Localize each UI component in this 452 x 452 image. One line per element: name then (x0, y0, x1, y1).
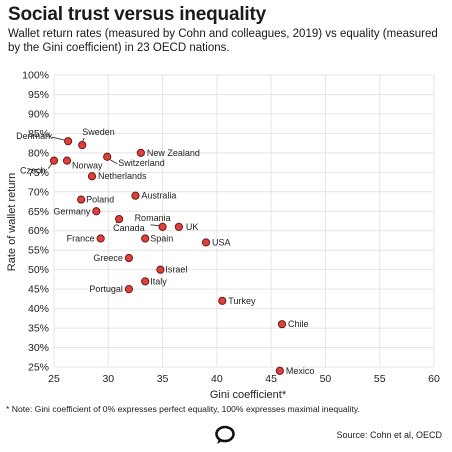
data-point (115, 214, 124, 224)
x-tick-label: 50 (320, 373, 332, 385)
point-label: Turkey (228, 296, 256, 306)
data-point (78, 140, 87, 150)
data-point (62, 156, 72, 165)
y-tick-label: 35% (28, 323, 49, 335)
data-point (275, 366, 284, 375)
data-point (174, 222, 183, 231)
point-label: Portugal (89, 284, 123, 294)
y-tick-label: 45% (28, 284, 49, 296)
point-label: Switzerland (118, 158, 165, 168)
data-point (277, 320, 287, 329)
data-point (92, 207, 101, 216)
y-tick-label: 40% (28, 303, 49, 315)
point-label: Germany (53, 206, 91, 216)
label-connector-line (52, 136, 66, 141)
point-label: France (67, 234, 95, 244)
y-tick-label: 75% (28, 167, 49, 179)
y-tick-label: 85% (28, 128, 49, 140)
data-point (124, 285, 134, 294)
y-tick-label: 50% (28, 264, 49, 276)
y-tick-label: 100% (22, 70, 49, 82)
point-label: Israel (165, 265, 187, 275)
y-tick-label: 25% (28, 362, 49, 374)
grid (53, 74, 435, 368)
x-tick-label: 60 (428, 373, 440, 385)
point-label: Mexico (286, 366, 315, 376)
x-tick-label: 25 (48, 373, 60, 385)
label-connector-line (109, 159, 118, 165)
data-point (103, 152, 112, 161)
y-tick-label: 60% (28, 225, 49, 237)
data-point (64, 137, 73, 146)
x-tick-label: 40 (211, 373, 223, 385)
point-label: Czech (20, 166, 46, 176)
scatter-plot: 25% 30% 35% 40% 45% 50% 55% 60% 65% 70% 75% 80% 85% 9… (6, 70, 440, 402)
y-tick-label: 55% (28, 245, 49, 257)
source-credit: Source: Cohn et al, OECD (336, 430, 442, 440)
x-axis-title: Gini coefficient* (210, 389, 287, 401)
x-tick-label: 45 (265, 373, 277, 385)
point-label: New Zealand (147, 148, 200, 158)
y-tick-label: 65% (28, 206, 49, 218)
point-label: USA (212, 237, 231, 247)
data-point (141, 277, 150, 286)
data-point (87, 172, 97, 181)
data-point (49, 156, 59, 165)
data-point (218, 296, 227, 305)
x-tick-label: 30 (102, 373, 114, 385)
data-points (49, 137, 287, 375)
data-point (124, 253, 134, 263)
point-labels: Denmark Sweden New Zealand Czech Norway Switz… (16, 127, 314, 376)
data-point (158, 222, 167, 231)
data-point (77, 195, 86, 204)
data-point (96, 234, 105, 243)
x-tick-label: 35 (157, 373, 169, 385)
conversation-speech-bubble-icon (215, 425, 235, 444)
chart-title: Social trust versus inequality (8, 4, 266, 25)
label-connector-line (47, 163, 53, 169)
data-point (141, 234, 150, 243)
data-point (201, 238, 211, 247)
x-tick-label: 55 (374, 373, 386, 385)
data-point (131, 191, 140, 200)
y-tick-label: 70% (28, 186, 49, 198)
y-axis-ticks: 25% 30% 35% 40% 45% 50% 55% 60% 65% 70% 75% 80% 85% 9… (22, 70, 49, 374)
point-label: Romania (135, 213, 171, 223)
y-tick-label: 95% (28, 89, 49, 101)
point-label: UK (186, 222, 199, 232)
point-label: Netherlands (98, 171, 147, 181)
point-label: Canada (113, 223, 145, 233)
y-axis-title: Rate of wallet return (6, 173, 18, 271)
point-label: Australia (141, 191, 176, 201)
point-label: Italy (150, 276, 167, 286)
y-tick-label: 30% (28, 342, 49, 354)
data-point (136, 148, 145, 157)
point-label: Spain (150, 234, 173, 244)
chart-subtitle: Wallet return rates (measured by Cohn an… (8, 28, 438, 54)
point-label: Chile (288, 319, 309, 329)
point-label: Denmark (16, 131, 53, 141)
point-label: Norway (72, 161, 103, 171)
data-point (156, 265, 165, 274)
x-axis-ticks: 25 30 35 40 45 50 55 60 (48, 373, 440, 385)
point-label: Sweden (82, 127, 115, 137)
y-tick-label: 80% (28, 147, 49, 159)
point-label: Greece (93, 253, 123, 263)
point-label: Poland (86, 195, 114, 205)
footnote: * Note: Gini coefficient of 0% expresses… (6, 404, 360, 414)
y-tick-label: 90% (28, 108, 49, 120)
